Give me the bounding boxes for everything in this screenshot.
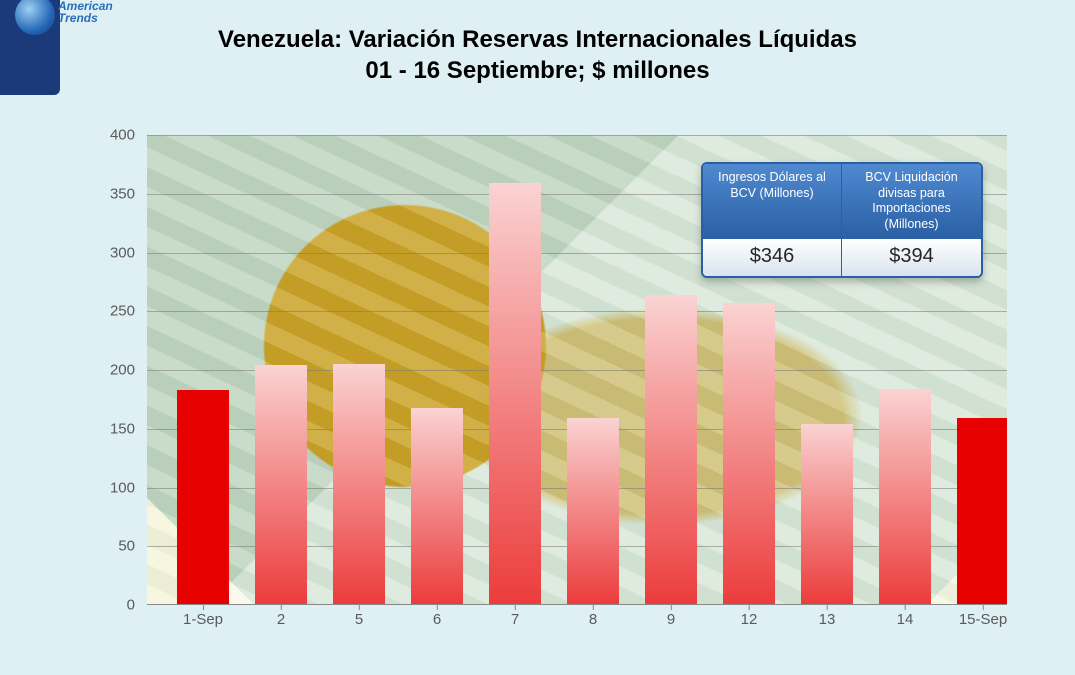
x-tick-label: 15-Sep (959, 611, 1007, 628)
bar (957, 418, 1007, 604)
bar (801, 424, 853, 604)
x-tick-label: 7 (511, 611, 519, 628)
x-axis: 1-Sep 2 5 6 7 8 9 12 13 14 15-Sep (147, 605, 1007, 635)
bar (333, 364, 385, 604)
x-tick-label: 9 (667, 611, 675, 628)
bar (489, 183, 541, 604)
y-axis: 050100150200250300350400 (75, 135, 143, 605)
summary-info-box: Ingresos Dólares al BCV (Millones) BCV L… (701, 162, 983, 278)
bar (255, 365, 307, 604)
y-tick-label: 250 (110, 303, 135, 320)
x-tick-label: 6 (433, 611, 441, 628)
plot-area: Ingresos Dólares al BCV (Millones) BCV L… (147, 135, 1007, 605)
bar (567, 418, 619, 604)
x-tick-label: 8 (589, 611, 597, 628)
x-tick-label: 5 (355, 611, 363, 628)
bar (177, 390, 229, 604)
chart-title: Venezuela: Variación Reservas Internacio… (0, 0, 1075, 86)
x-tick-label: 12 (741, 611, 758, 628)
y-tick-label: 100 (110, 479, 135, 496)
brand-text: American Trends (58, 0, 113, 24)
x-tick-label: 14 (897, 611, 914, 628)
x-tick-label: 2 (277, 611, 285, 628)
info-box-value-ingresos: $346 (703, 239, 842, 276)
y-tick-label: 200 (110, 362, 135, 379)
y-tick-label: 350 (110, 185, 135, 202)
y-tick-label: 300 (110, 244, 135, 261)
brand-text-line2: Trends (58, 11, 98, 25)
info-box-header-row: Ingresos Dólares al BCV (Millones) BCV L… (703, 164, 981, 239)
x-tick-label: 1-Sep (183, 611, 223, 628)
info-box-value-liquidacion: $394 (842, 239, 981, 276)
x-tick-label: 13 (819, 611, 836, 628)
y-tick-label: 50 (118, 538, 135, 555)
chart-container: 0 50 100 150 200 250 300 350 400 Ingresos Dólare… (75, 110, 1035, 650)
y-tick-label: 150 (110, 420, 135, 437)
info-box-header-liquidacion: BCV Liquidación divisas para Importacion… (842, 164, 981, 239)
bar (879, 389, 931, 604)
info-box-value-row: $346 $394 (703, 239, 981, 276)
chart-title-line2: 01 - 16 Septiembre; $ millones (365, 57, 709, 84)
bar (645, 295, 697, 604)
y-tick-label: 400 (110, 127, 135, 144)
y-tick-label: 0 (127, 597, 135, 614)
bar (411, 408, 463, 604)
info-box-header-ingresos: Ingresos Dólares al BCV (Millones) (703, 164, 842, 239)
chart-title-line1: Venezuela: Variación Reservas Internacio… (218, 26, 857, 53)
bar (723, 303, 775, 604)
